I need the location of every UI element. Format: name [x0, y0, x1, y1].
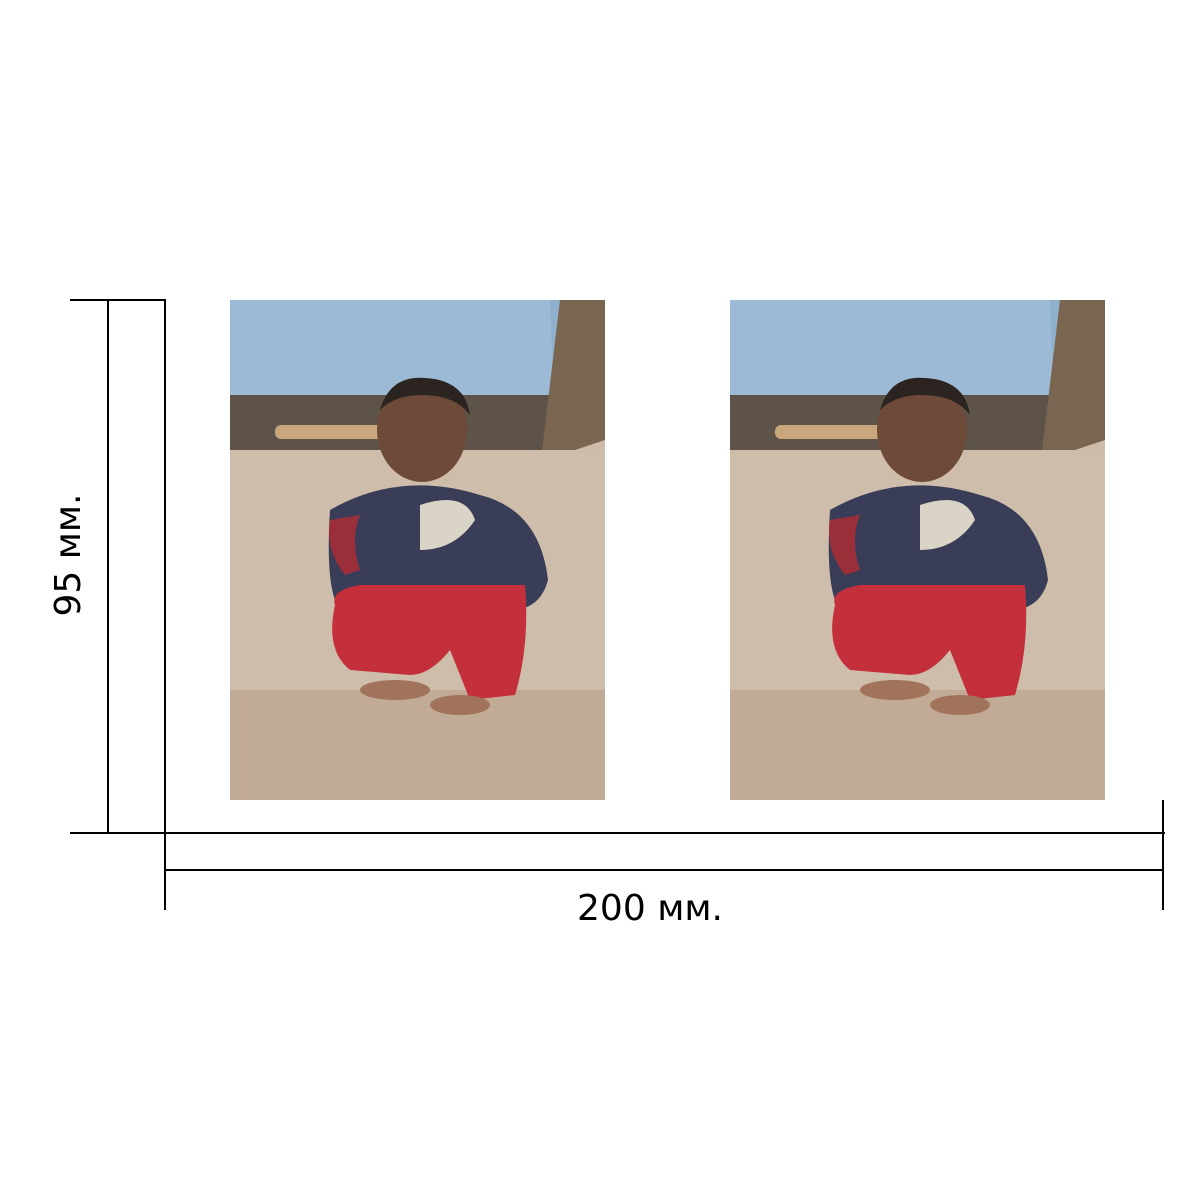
height-label: 95 мм. — [48, 493, 89, 616]
photo-right — [730, 300, 1105, 800]
width-label: 200 мм. — [577, 888, 723, 929]
photo-left — [230, 300, 605, 800]
